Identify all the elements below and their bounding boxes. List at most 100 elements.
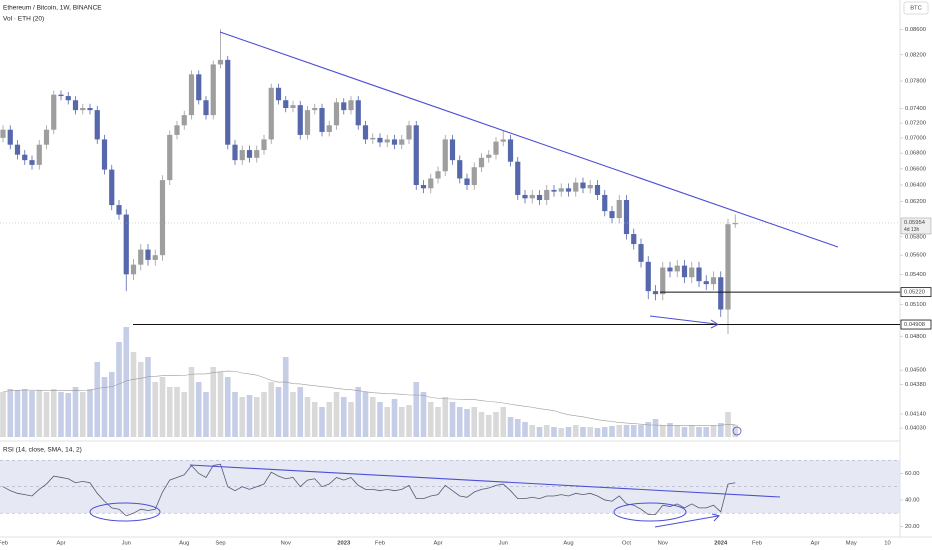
- volume-bar: [311, 402, 318, 437]
- candle-body: [123, 214, 129, 275]
- rsi-title: RSI (14, close, SMA, 14, 2): [3, 447, 82, 454]
- rsi-line: [2, 463, 736, 517]
- volume-bar: [224, 377, 231, 437]
- volume-bar: [413, 382, 420, 437]
- candle-body: [667, 267, 673, 272]
- volume-bar: [253, 397, 260, 437]
- price-line-badge: [900, 319, 932, 330]
- candle-body: [319, 107, 325, 132]
- candle-body: [58, 94, 64, 97]
- volume-bar: [348, 402, 354, 437]
- candle-body: [145, 249, 151, 260]
- candle-body: [703, 281, 709, 285]
- volume-bar: [391, 399, 398, 437]
- candle-body: [355, 100, 361, 126]
- price-line-label: 0.05220: [904, 290, 925, 296]
- volume-bar: [536, 427, 543, 437]
- volume-bar: [94, 362, 101, 437]
- volume-bar: [355, 387, 362, 437]
- volume-bar: [703, 427, 710, 437]
- y-tick-label: 0.06200: [905, 199, 926, 205]
- volume-bar: [7, 389, 14, 437]
- candle-body: [196, 74, 202, 101]
- y-tick-label: 0.05400: [905, 272, 926, 278]
- x-tick-label: Jun: [499, 541, 508, 547]
- candle-body: [297, 105, 303, 135]
- candle-body: [471, 167, 477, 186]
- volume-bar: [377, 402, 383, 437]
- candle-body: [442, 139, 448, 172]
- candle-body: [275, 87, 282, 101]
- candle-body: [638, 244, 644, 262]
- candle-body: [413, 125, 419, 186]
- volume-bar: [362, 392, 369, 437]
- candle-body: [478, 157, 485, 168]
- y-tick-label: 0.08200: [905, 52, 926, 58]
- currency-badge[interactable]: [903, 1, 929, 15]
- volume-bar: [681, 427, 688, 437]
- candle-body: [188, 74, 195, 116]
- currency: BTC: [910, 6, 922, 12]
- candle-body: [406, 125, 412, 140]
- x-tick-label: Nov: [281, 541, 291, 547]
- volume-bar: [29, 391, 35, 437]
- x-tick-label: Aug: [563, 541, 573, 547]
- candle-body: [51, 94, 57, 130]
- trend-line: [219, 31, 839, 248]
- candle-body: [304, 110, 311, 135]
- candle-body: [710, 277, 717, 285]
- volume-bar: [166, 387, 173, 437]
- candle-body: [203, 100, 209, 116]
- volume-bar: [478, 412, 485, 437]
- candle-body: [36, 144, 42, 165]
- y-tick-label: 0.04140: [905, 412, 926, 418]
- candle-body: [290, 105, 296, 108]
- candle-body: [420, 185, 427, 189]
- candle-body: [246, 150, 253, 158]
- volume-bar: [442, 397, 449, 437]
- candle-body: [7, 129, 13, 145]
- candle-body: [101, 139, 108, 170]
- candle-body: [573, 182, 579, 192]
- rsi-ellipse: [89, 502, 161, 522]
- price-line-label: 0.04908: [904, 322, 925, 328]
- volume-bar: [580, 427, 586, 437]
- volume-bar: [65, 393, 72, 437]
- y-tick-label: 0.04500: [905, 368, 926, 374]
- volume-bar: [137, 362, 144, 437]
- volume-bar: [717, 423, 724, 437]
- candle-body: [732, 222, 738, 225]
- candle-body: [116, 205, 122, 215]
- divergence-arrow: [649, 315, 717, 325]
- y-tick-label: 0.07200: [905, 121, 926, 127]
- candle-body: [72, 100, 79, 111]
- x-tick-label: Feb: [752, 541, 762, 547]
- volume-bar: [609, 426, 615, 437]
- candle-body: [261, 139, 267, 151]
- last-price-badge: [900, 217, 932, 235]
- candle-body: [696, 267, 702, 282]
- x-tick-label: 2023: [337, 541, 351, 547]
- volume-bar: [108, 372, 115, 437]
- candle-body: [370, 137, 376, 140]
- volume-bar: [239, 397, 246, 437]
- volume-bar: [616, 425, 623, 437]
- y-tick-label: 0.05600: [905, 253, 926, 259]
- volume-bar: [587, 427, 594, 437]
- y-tick-label: 0.06400: [905, 183, 926, 189]
- candle-body: [493, 141, 499, 155]
- rsi-arrow: [654, 515, 719, 528]
- volume-bar: [21, 389, 28, 437]
- volume-bar: [340, 397, 347, 437]
- candle-body: [312, 107, 318, 111]
- volume-bar: [246, 395, 253, 437]
- volume-bar: [152, 382, 159, 437]
- candle-body: [65, 96, 71, 101]
- x-tick-label: 10: [884, 541, 890, 547]
- volume-bar: [130, 352, 137, 437]
- marks: 0.08600 0.08200 0.07800 0.07400 0.07200 0.070…: [0, 27, 932, 547]
- candle-body: [232, 144, 238, 161]
- candle-body: [159, 180, 166, 256]
- volume-bar: [558, 428, 565, 437]
